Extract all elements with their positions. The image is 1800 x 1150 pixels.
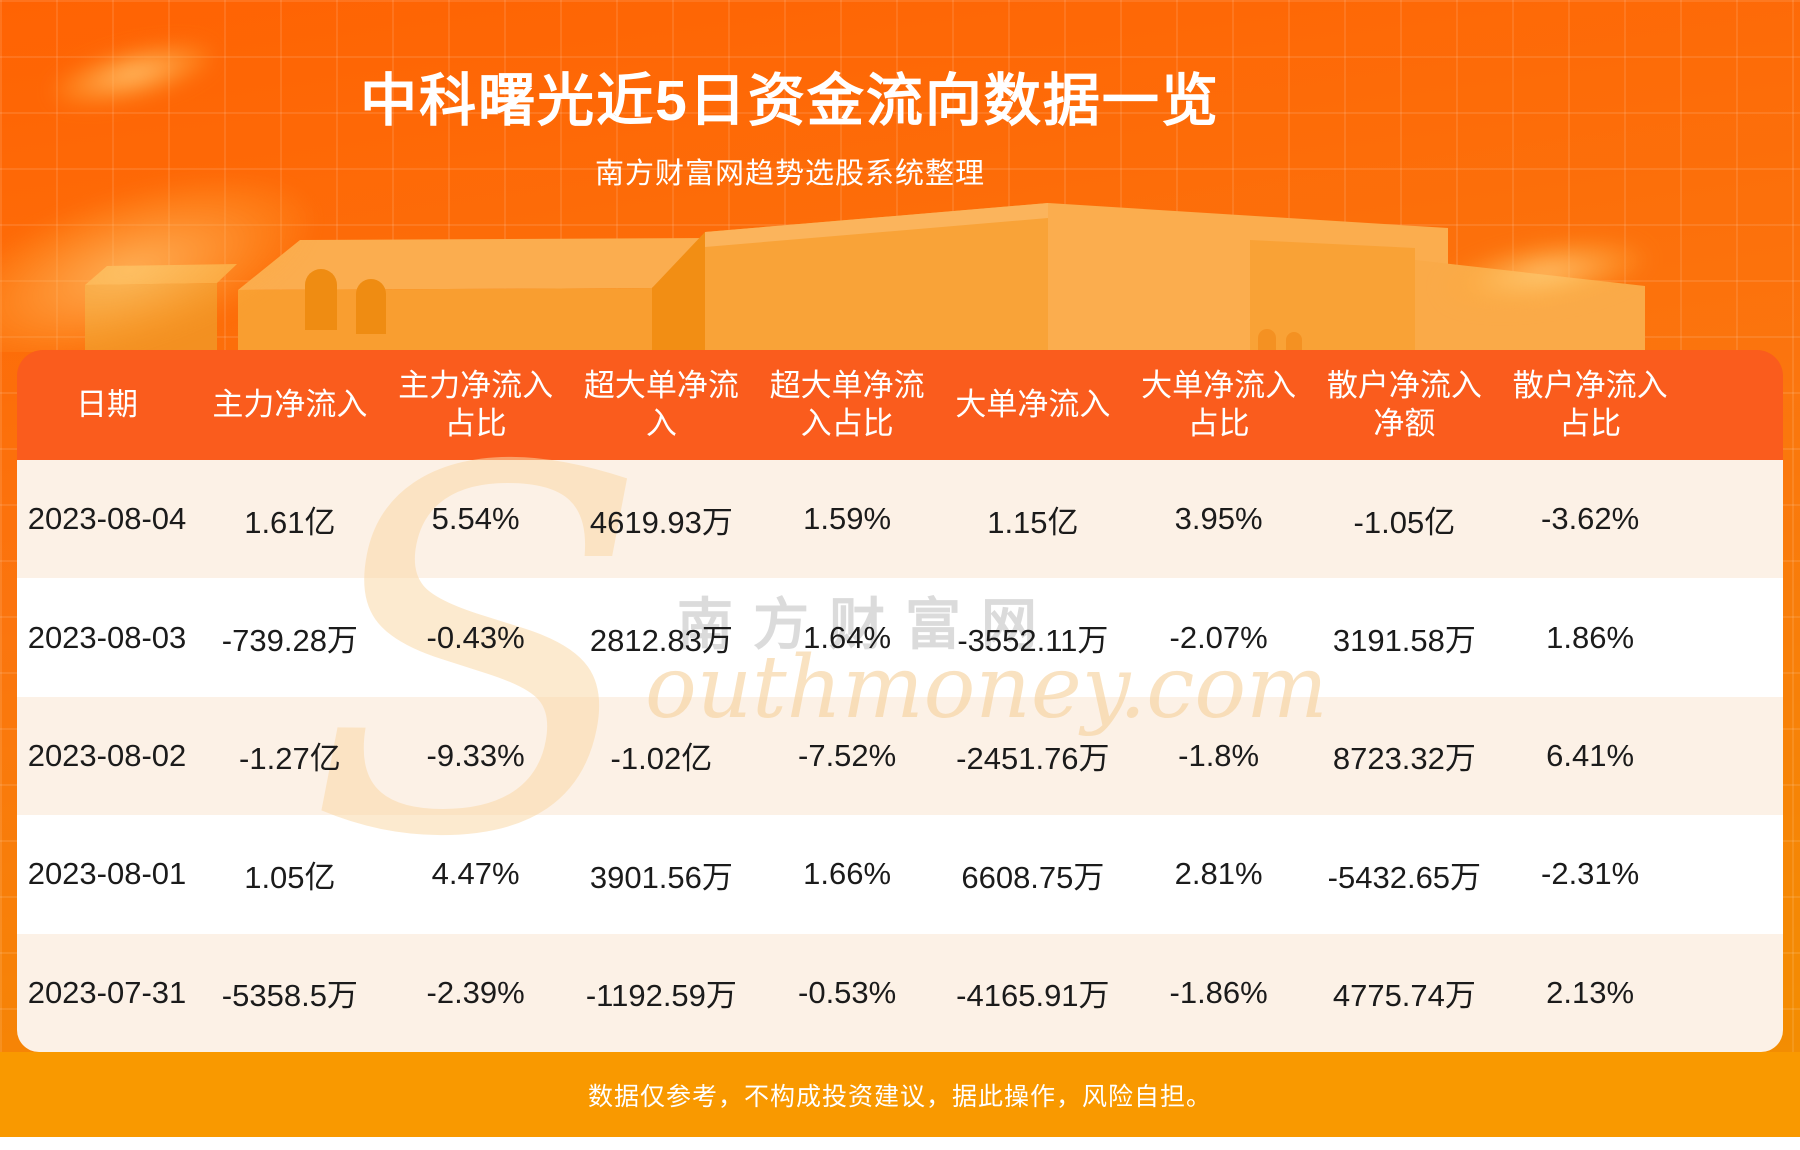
- table-header-row: 日期 主力净流入 主力净流入 占比 超大单净流入 超大单净流 入占比 大单净流入 大…: [17, 350, 1783, 460]
- table-cell: 1.64%: [803, 619, 892, 655]
- table-cell: -2.07%: [1169, 619, 1268, 655]
- table-cell: 2023-08-03: [27, 619, 187, 655]
- table-cell: 4.47%: [431, 856, 520, 892]
- column-header-xl-order-inflow: 超大单净流入: [583, 368, 739, 441]
- banner-decoration: [0, 0, 1800, 352]
- table-cell: 3191.58万: [1332, 623, 1476, 659]
- disclaimer-text: 数据仅参考，不构成投资建议，据此操作，风险自担。: [587, 1082, 1212, 1111]
- page-title: 中科曙光近5日资金流向数据一览: [360, 69, 1220, 133]
- table-cell: -5358.5万: [221, 978, 358, 1014]
- table-cell: 3.95%: [1174, 501, 1263, 537]
- table-cell: 2023-08-02: [27, 737, 187, 773]
- table-cell: -739.28万: [221, 623, 358, 659]
- table-row: 2023-08-04 1.61亿 5.54% 4619.93万 1.59% 1.…: [17, 460, 1783, 579]
- table-cell: -0.53%: [798, 974, 897, 1010]
- table-cell: 2023-08-01: [27, 856, 187, 892]
- table-row: 2023-07-31 -5358.5万 -2.39% -1192.59万 -0.…: [17, 933, 1783, 1052]
- column-header-main-inflow-ratio: 主力净流入 占比: [398, 368, 554, 441]
- table-cell: -0.43%: [426, 619, 525, 655]
- page-subtitle: 南方财富网趋势选股系统整理: [594, 158, 985, 190]
- table-cell: 1.86%: [1546, 619, 1635, 655]
- table-cell: -1.86%: [1169, 974, 1268, 1010]
- table-cell: 4619.93万: [589, 504, 733, 540]
- table-cell: 1.59%: [803, 501, 892, 537]
- table-cell: -1.8%: [1178, 737, 1260, 773]
- table-cell: 2.81%: [1174, 856, 1263, 892]
- column-header-retail-ratio: 散户净流入 占比: [1512, 368, 1668, 441]
- table-row: 2023-08-01 1.05亿 4.47% 3901.56万 1.66% 66…: [17, 815, 1783, 934]
- table-cell: 5.54%: [431, 501, 520, 537]
- table-cell: -1.05亿: [1353, 504, 1456, 540]
- table-cell: 2023-08-04: [27, 501, 187, 537]
- table-cell: -1.27亿: [239, 741, 341, 777]
- column-header-xl-order-ratio: 超大单净流 入占比: [769, 368, 925, 441]
- table-cell: 2023-07-31: [27, 974, 187, 1010]
- table-cell: -7.52%: [798, 737, 897, 773]
- table-cell: -3.62%: [1541, 501, 1640, 537]
- column-header-main-inflow: 主力净流入: [212, 387, 368, 423]
- fund-flow-table: 日期 主力净流入 主力净流入 占比 超大单净流入 超大单净流 入占比 大单净流入 大…: [17, 350, 1783, 1052]
- column-header-large-order-inflow: 大单净流入: [955, 387, 1111, 423]
- column-header-retail-inflow: 散户净流入 净额: [1326, 368, 1482, 441]
- table-cell: 8723.32万: [1332, 741, 1476, 777]
- table-cell: -5432.65万: [1327, 859, 1482, 895]
- footer-bar: 数据仅参考，不构成投资建议，据此操作，风险自担。: [0, 1052, 1800, 1137]
- table-cell: 4775.74万: [1332, 978, 1476, 1014]
- table-cell: 6.41%: [1546, 737, 1635, 773]
- table-cell: -9.33%: [426, 737, 525, 773]
- table-cell: -1192.59万: [585, 978, 737, 1014]
- table-cell: -2.39%: [426, 974, 525, 1010]
- table-cell: 2812.83万: [589, 623, 733, 659]
- table-cell: 1.66%: [803, 856, 892, 892]
- table-cell: 2.13%: [1546, 974, 1635, 1010]
- table-cell: -2.31%: [1541, 856, 1640, 892]
- table-cell: 1.05亿: [244, 859, 336, 895]
- table-row: 2023-08-03 -739.28万 -0.43% 2812.83万 1.64…: [17, 578, 1783, 697]
- column-header-date: 日期: [76, 387, 138, 423]
- table-cell: -4165.91万: [956, 978, 1110, 1014]
- column-header-large-order-ratio: 大单净流入 占比: [1141, 368, 1297, 441]
- table-cell: -1.02亿: [610, 741, 713, 777]
- table-cell: -2451.76万: [956, 741, 1110, 777]
- table-cell: 1.15亿: [987, 504, 1079, 540]
- table-row: 2023-08-02 -1.27亿 -9.33% -1.02亿 -7.52% -…: [17, 696, 1783, 816]
- table-cell: 3901.56万: [589, 859, 733, 895]
- table-cell: -3552.11万: [957, 623, 1109, 659]
- table-cell: 6608.75万: [961, 859, 1105, 895]
- table-cell: 1.61亿: [244, 504, 336, 540]
